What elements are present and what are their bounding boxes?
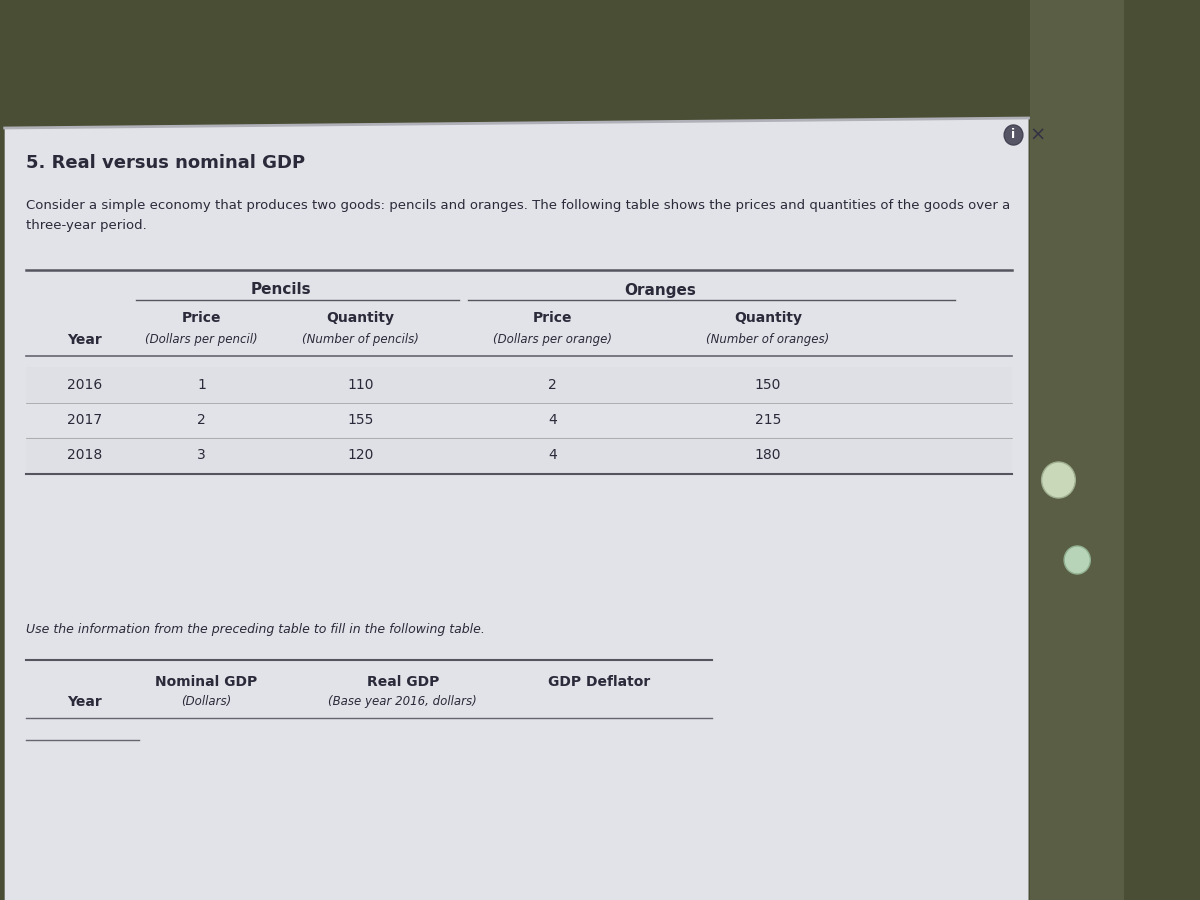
Text: 110: 110 [347, 378, 374, 392]
Text: 215: 215 [755, 413, 781, 427]
Text: 3: 3 [197, 448, 205, 462]
Text: (Dollars per orange): (Dollars per orange) [493, 334, 612, 346]
Text: Consider a simple economy that produces two goods: pencils and oranges. The foll: Consider a simple economy that produces … [26, 199, 1010, 212]
Text: 120: 120 [348, 448, 374, 462]
Text: Price: Price [533, 311, 572, 325]
Text: GDP Deflator: GDP Deflator [548, 675, 650, 689]
Circle shape [1004, 125, 1022, 145]
Bar [26, 437, 1012, 473]
Text: 155: 155 [348, 413, 374, 427]
Text: (Base year 2016, dollars): (Base year 2016, dollars) [329, 696, 478, 708]
Text: (Number of pencils): (Number of pencils) [302, 334, 419, 346]
Text: 2016: 2016 [67, 378, 102, 392]
Text: Real GDP: Real GDP [366, 675, 439, 689]
Text: 2: 2 [197, 413, 205, 427]
Text: 2017: 2017 [67, 413, 102, 427]
Text: (Dollars per pencil): (Dollars per pencil) [145, 334, 258, 346]
Text: Year: Year [67, 333, 102, 347]
Text: 150: 150 [755, 378, 781, 392]
Text: 1: 1 [197, 378, 206, 392]
Text: 4: 4 [548, 413, 557, 427]
Text: Oranges: Oranges [624, 283, 696, 298]
Text: 2: 2 [548, 378, 557, 392]
Bar [26, 367, 1012, 403]
Text: 4: 4 [548, 448, 557, 462]
Text: 5. Real versus nominal GDP: 5. Real versus nominal GDP [26, 154, 305, 172]
Text: Use the information from the preceding table to fill in the following table.: Use the information from the preceding t… [26, 624, 485, 636]
Bar [0, 0, 1124, 130]
Text: 2018: 2018 [67, 448, 102, 462]
Text: i: i [1012, 129, 1015, 141]
Polygon shape [5, 118, 1028, 900]
Circle shape [1042, 462, 1075, 498]
Text: (Number of oranges): (Number of oranges) [707, 334, 829, 346]
Text: Pencils: Pencils [251, 283, 311, 298]
Text: Quantity: Quantity [326, 311, 395, 325]
Text: 180: 180 [755, 448, 781, 462]
Bar [1031, 0, 1124, 900]
Circle shape [1064, 546, 1091, 574]
Text: (Dollars): (Dollars) [181, 696, 232, 708]
Bar [0, 780, 1124, 900]
Text: three-year period.: three-year period. [26, 219, 146, 231]
Text: ×: × [1030, 125, 1046, 145]
Text: Quantity: Quantity [734, 311, 802, 325]
Text: Price: Price [181, 311, 221, 325]
Text: Nominal GDP: Nominal GDP [155, 675, 257, 689]
Text: Year: Year [67, 695, 102, 709]
